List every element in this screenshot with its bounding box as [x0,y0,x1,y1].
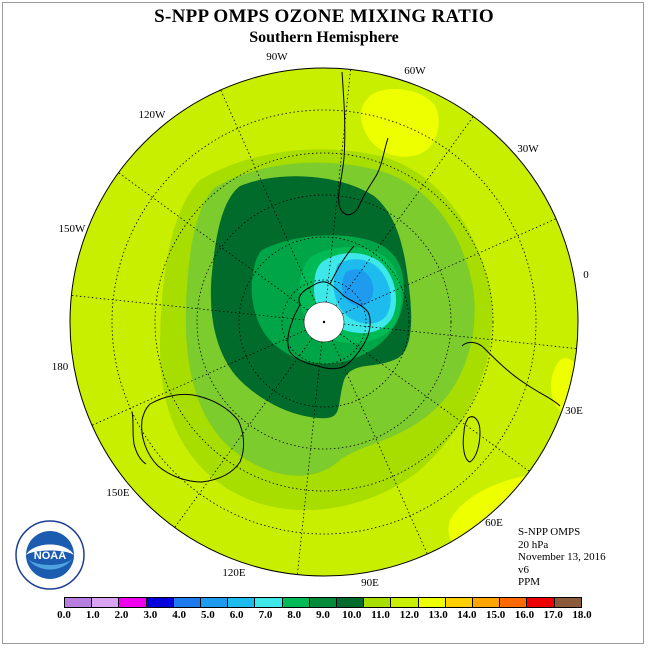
colorbar-tick-label: 14.0 [457,609,477,621]
colorbar-tick-label: 18.0 [572,609,592,621]
colorbar-tick-label: 2.0 [114,609,129,621]
colorbar-tick-label: 15.0 [486,609,506,621]
high-ozone-patch-north [360,88,439,157]
colorbar-swatch [228,598,256,607]
colorbar-swatch [201,598,229,607]
coastline-africa [461,341,561,407]
info-block: S-NPP OMPS 20 hPa November 13, 2016 v6 P… [518,526,606,589]
noaa-logo: NOAA [15,520,85,590]
coastlines [131,71,561,483]
colorbar-tick-label: 5.0 [201,609,215,621]
lon-label-30w: 30W [517,143,539,155]
lon-label-60w: 60W [404,65,426,77]
colorbar-tick-label: 13.0 [428,609,448,621]
colorbar-tick-label: 6.0 [229,609,244,621]
coastline-south-america [338,71,389,216]
coastline-madagascar [462,416,481,463]
colorbar-tick-label: 7.0 [258,609,273,621]
map-title: S-NPP OMPS OZONE MIXING RATIO [154,6,494,27]
colorbar-tick-label: 8.0 [287,609,302,621]
lon-label-60e: 60E [485,517,503,529]
colorbar-swatch [282,598,310,607]
info-instrument: S-NPP OMPS [518,526,581,538]
lon-label-150w: 150W [59,223,87,235]
colorbar-swatch [146,598,174,607]
colorbar-swatch [119,598,147,607]
lon-label-120e: 120E [222,567,246,579]
colorbar-tick-label: 9.0 [316,609,330,621]
info-level: 20 hPa [518,538,549,551]
colorbar-swatch [554,598,581,607]
colorbar-tick-label: 11.0 [371,609,390,621]
lon-label-150e: 150E [106,487,130,499]
colorbar-tick-label: 12.0 [399,609,419,621]
colorbar-swatch [309,598,338,607]
colorbar-swatch [364,598,392,607]
colorbar-swatch [473,598,501,607]
south-pole-marker [322,320,326,324]
colorbar-tick-label: 16.0 [514,609,535,621]
colorbar-swatch [337,598,365,607]
colorbar-tick-label: 1.0 [85,609,100,621]
coastline-antarctica [287,281,371,370]
info-version: v6 [518,563,529,576]
hemisphere-edge [69,67,579,577]
colorbar [64,597,582,608]
latitude-circles [111,109,537,535]
colorbar-tick-label: 4.0 [172,609,186,621]
colorbar-tick-label: 3.0 [143,609,158,621]
lon-label-120w: 120W [139,109,167,121]
colorbar-swatch [173,598,202,607]
colorbar-swatch [418,598,446,607]
colorbar-swatch [527,598,555,607]
coastline-antarctic-peninsula [329,245,355,285]
colorbar-swatch [65,598,93,607]
info-units: PPM [518,576,541,588]
colorbar-tick-label: 17.0 [543,609,563,621]
map-subtitle: Southern Hemisphere [249,29,399,46]
colorbar-swatch [445,598,474,607]
lon-label-180: 180 [52,361,69,373]
lon-label-30e: 30E [565,405,583,417]
colorbar-swatch [500,598,528,607]
coastline-australia [141,393,245,483]
info-date: November 13, 2016 [518,551,606,563]
longitude-labels: 90W 60W 30W 0 30E 60E 90E 120E 150E 180 … [52,51,590,589]
lon-label-0: 0 [583,269,589,281]
colorbar-swatch [92,598,120,607]
coastline-new-zealand [131,411,147,465]
colorbar-tick-label: 10.0 [342,609,362,621]
contour-5-ppm [342,269,374,306]
lon-label-90e: 90E [361,577,379,589]
lon-label-90w: 90W [266,51,288,63]
colorbar-labels: 0.0 1.0 2.0 3.0 4.0 5.0 6.0 7.0 8.0 9.0 10.0 11.0 12… [57,609,592,623]
colorbar-tick-label: 0.0 [57,609,71,621]
colorbar-swatch [391,598,419,607]
noaa-logo-text: NOAA [34,550,66,562]
colorbar-swatch [255,598,283,607]
